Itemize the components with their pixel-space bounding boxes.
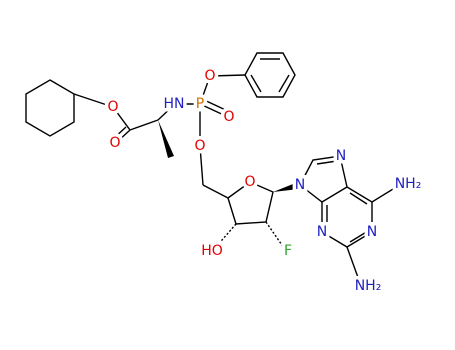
atom-labels: O O HN P O O O O HO F N N N N NH₂ NH₂ <box>104 65 425 298</box>
bond <box>316 160 338 165</box>
bonds <box>25 52 399 284</box>
bond <box>129 119 159 131</box>
wedge <box>158 120 174 158</box>
bond <box>157 103 176 121</box>
atom-label: O <box>223 109 234 125</box>
furanose <box>227 181 274 225</box>
bond <box>349 230 369 243</box>
bond <box>73 93 114 108</box>
phenyl <box>244 52 296 98</box>
wedge <box>273 182 299 192</box>
bond <box>201 98 231 113</box>
atom-label: N <box>336 148 346 164</box>
atom-label: O <box>109 135 120 151</box>
atom-label: NH₂ <box>355 278 382 294</box>
atom-label: NH₂ <box>395 176 422 192</box>
bond <box>112 106 131 131</box>
bond <box>250 74 262 93</box>
atom-label: N <box>295 177 305 193</box>
bond <box>202 184 229 199</box>
bond <box>199 75 211 105</box>
atom-label: P <box>196 96 204 112</box>
imidazole <box>299 155 348 203</box>
atom-label: O <box>194 138 205 154</box>
hash-bond <box>214 223 237 249</box>
atom-label: HN <box>164 96 185 112</box>
bond <box>278 74 290 93</box>
bond <box>346 246 361 284</box>
bond <box>112 126 127 140</box>
atom-label: N <box>367 224 377 240</box>
bond <box>209 74 246 77</box>
atom-label: HO <box>201 243 223 259</box>
atom-label: O <box>204 68 215 84</box>
atom-label: F <box>284 243 292 259</box>
atom-label: N <box>317 224 327 240</box>
bond <box>115 129 131 144</box>
bond <box>199 145 204 186</box>
pyrimidine <box>321 186 373 248</box>
atom-label: O <box>107 99 118 115</box>
atom-label: O <box>244 174 255 190</box>
hash-bond <box>265 221 285 249</box>
bond <box>349 192 368 205</box>
bond <box>199 103 229 118</box>
cyclohexane <box>25 79 75 137</box>
bond <box>371 185 399 203</box>
